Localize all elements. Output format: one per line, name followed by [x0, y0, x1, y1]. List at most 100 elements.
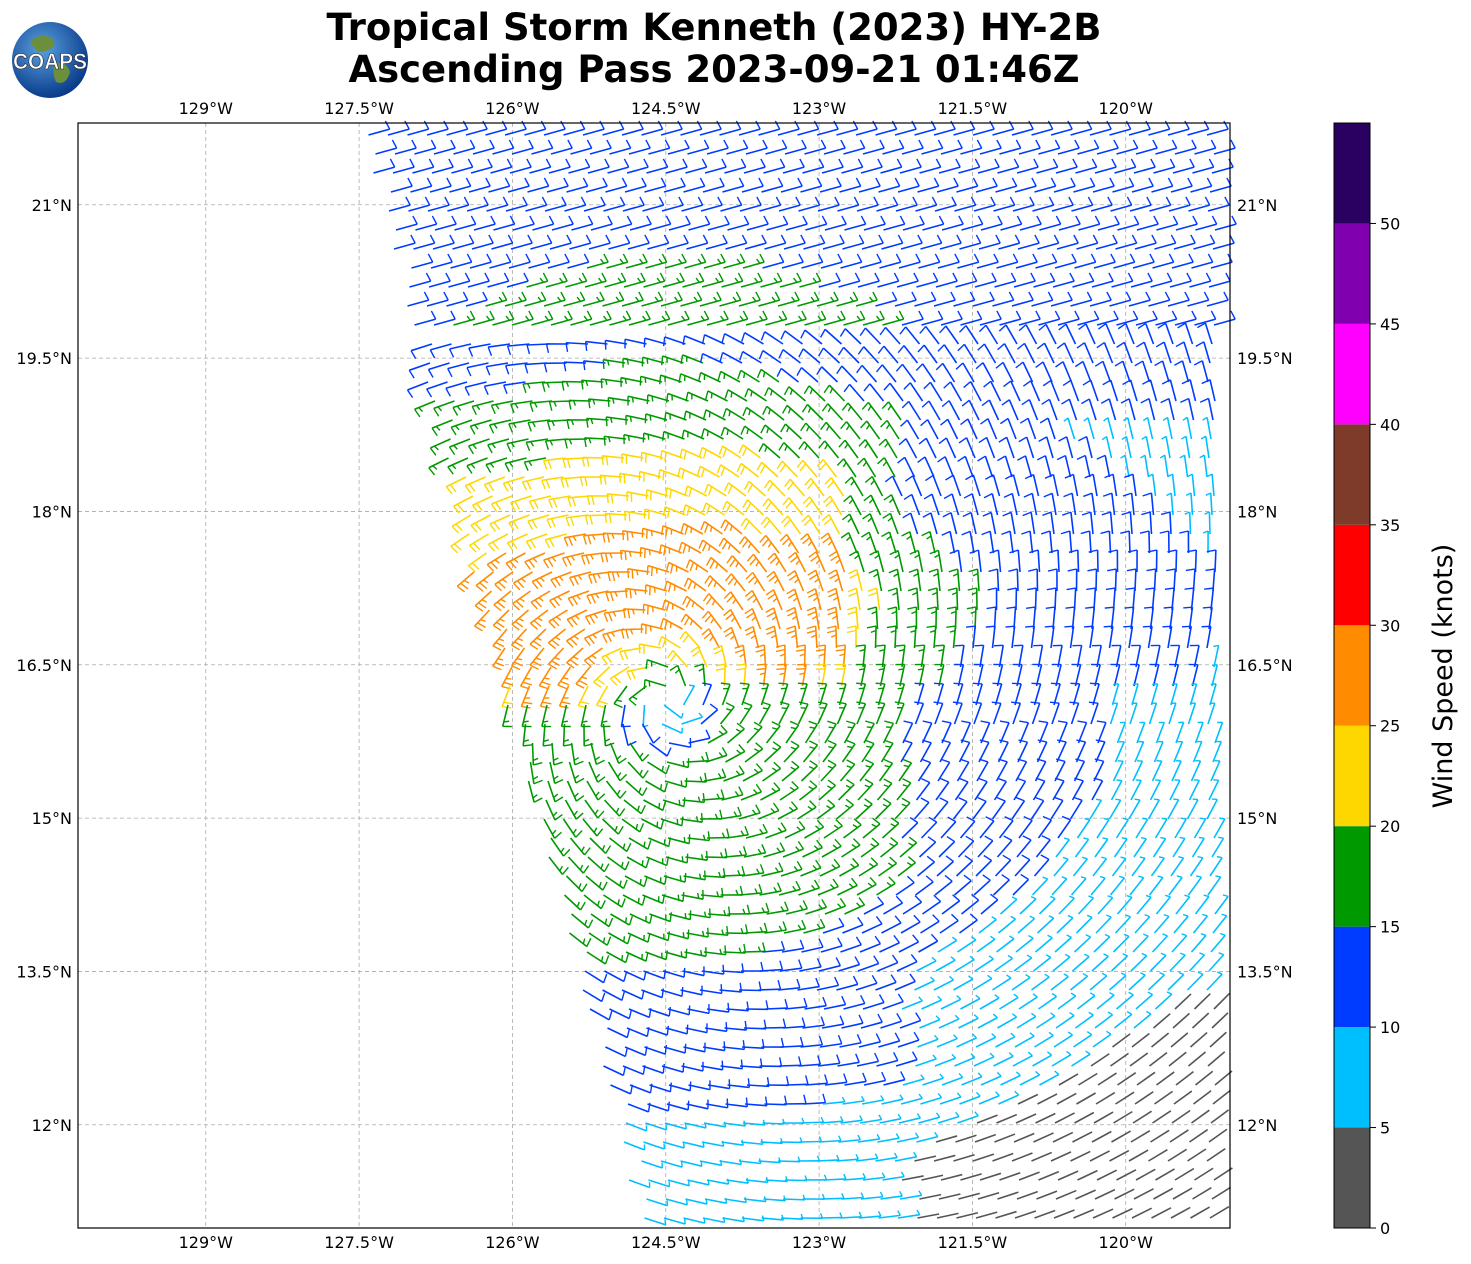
wind-barb	[879, 253, 902, 269]
wind-barb	[805, 215, 828, 231]
wind-barb	[433, 310, 456, 326]
wind-barb	[935, 272, 958, 288]
wind-barb	[1195, 215, 1218, 231]
wind-barb	[451, 158, 474, 174]
wind-barb	[894, 291, 917, 307]
wind-barb	[992, 120, 1015, 136]
wind-barb	[626, 158, 649, 174]
wind-barb	[1129, 196, 1152, 212]
wind-barb	[993, 196, 1016, 212]
wind-barb	[960, 139, 983, 155]
wind-barb	[1135, 310, 1158, 326]
wind-barb	[898, 253, 921, 269]
colorbar-bin	[1334, 424, 1370, 525]
wind-barb	[875, 291, 898, 307]
wind-barb	[508, 253, 531, 269]
lat-tick-right: 21°N	[1237, 196, 1277, 215]
wind-barb	[588, 234, 611, 250]
wind-barb	[387, 120, 410, 136]
wind-barb	[737, 369, 760, 383]
wind-barb	[1122, 379, 1138, 402]
map-frame	[78, 123, 1230, 1228]
wind-barb	[406, 381, 429, 399]
wind-barb	[1152, 253, 1175, 269]
wind-barb	[804, 139, 827, 155]
wind-barb	[1194, 139, 1217, 155]
colorbar-bin	[1334, 123, 1370, 224]
wind-barb	[901, 310, 924, 326]
wind-barb	[485, 291, 508, 307]
wind-barb	[836, 120, 859, 136]
wind-barb	[980, 215, 1003, 231]
wind-barb	[393, 234, 416, 250]
wind-barb	[524, 291, 547, 307]
wind-barb	[703, 253, 726, 269]
colorbar-tick-label: 45	[1380, 315, 1400, 334]
wind-barb	[1169, 272, 1192, 288]
wind-barb	[1032, 196, 1055, 212]
wind-barb	[602, 358, 626, 369]
wind-barb	[453, 139, 476, 155]
colorbar-tick-label: 25	[1380, 717, 1400, 736]
wind-barb	[1042, 379, 1060, 402]
wind-barb	[658, 374, 682, 385]
wind-barb	[994, 272, 1017, 288]
wind-barb	[1114, 360, 1131, 383]
lat-tick-left: 21°N	[32, 196, 72, 215]
wind-barb	[1077, 139, 1100, 155]
wind-barb	[569, 234, 592, 250]
colorbar-tick-label: 30	[1380, 616, 1400, 635]
wind-barb	[758, 291, 781, 307]
wind-barb	[741, 332, 764, 345]
wind-barb	[1130, 272, 1153, 288]
wind-barb	[702, 177, 725, 193]
wind-barb	[1015, 253, 1038, 269]
wind-barb	[492, 310, 515, 326]
lon-tick-bottom: 123°W	[792, 1233, 847, 1252]
wind-barb	[940, 139, 963, 155]
colorbar-tick-label: 20	[1380, 817, 1400, 836]
wind-barb	[1189, 272, 1212, 288]
wind-barb	[427, 362, 450, 378]
wind-barb	[882, 310, 905, 326]
wind-barb	[1033, 272, 1056, 288]
wind-barb	[998, 324, 1018, 345]
wind-barb	[838, 272, 861, 288]
colorbar-bin	[1334, 926, 1370, 1028]
wind-barb	[582, 120, 605, 136]
wind-barb	[1136, 215, 1159, 231]
wind-barb	[583, 196, 606, 212]
wind-barb	[857, 346, 880, 364]
wind-barb	[687, 139, 710, 155]
wind-barb	[839, 328, 862, 345]
wind-barb	[528, 253, 551, 269]
wind-barb	[529, 158, 552, 174]
wind-barb	[660, 120, 683, 136]
wind-barb	[446, 120, 469, 136]
wind-barb	[449, 177, 472, 193]
wind-barb	[1089, 120, 1112, 136]
wind-barb	[836, 291, 859, 307]
wind-barb	[941, 215, 964, 231]
wind-barb	[724, 389, 748, 402]
wind-barb	[897, 345, 919, 364]
wind-barb	[763, 158, 786, 174]
wind-barb	[1089, 291, 1112, 307]
wind-barb	[880, 158, 903, 174]
wind-barb	[701, 272, 724, 288]
wind-barb	[585, 417, 609, 428]
wind-barb	[860, 158, 883, 174]
wind-barb	[431, 419, 453, 437]
wind-barb	[1073, 177, 1096, 193]
wind-barb	[1075, 158, 1098, 174]
wind-barb	[661, 196, 684, 212]
wind-barb	[429, 177, 452, 193]
wind-barb	[687, 310, 710, 326]
wind-barb	[600, 378, 624, 389]
lat-tick-right: 13.5°N	[1237, 962, 1293, 981]
wind-barb	[1019, 215, 1042, 231]
colorbar-label: Wind Speed (knots)	[1428, 544, 1459, 809]
wind-barb	[465, 291, 488, 307]
wind-barb	[660, 291, 683, 307]
wind-barb	[1094, 158, 1117, 174]
